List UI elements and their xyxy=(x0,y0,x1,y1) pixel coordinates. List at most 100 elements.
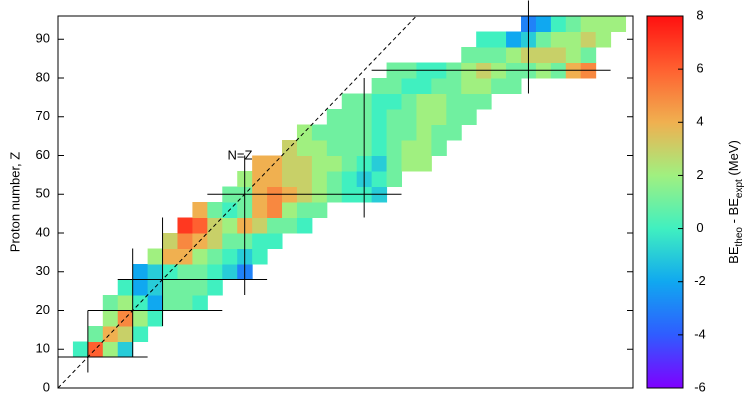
colorbar-tick-label: 8 xyxy=(696,7,703,22)
heatmap-cell xyxy=(326,171,343,187)
heatmap-cell xyxy=(416,140,432,156)
heatmap-cell xyxy=(341,109,358,125)
heatmap-cell xyxy=(282,202,298,218)
heatmap-cell xyxy=(252,202,268,218)
heatmap-cell xyxy=(177,264,193,280)
y-tick-label: 90 xyxy=(36,31,50,46)
heatmap-cell xyxy=(506,47,522,63)
heatmap-cell xyxy=(192,279,208,296)
y-tick-label: 30 xyxy=(36,263,50,278)
heatmap-cell xyxy=(252,155,268,172)
colorbar-label-part: BE xyxy=(726,246,741,264)
heatmap-cell xyxy=(595,31,612,48)
heatmap-cell xyxy=(296,202,313,218)
colorbar-tick-label: -2 xyxy=(694,273,706,288)
heatmap-cell xyxy=(222,264,238,280)
annotation: N=Z xyxy=(228,147,253,162)
heatmap-cell xyxy=(162,233,178,249)
y-tick-label: 60 xyxy=(36,147,50,162)
heatmap-cell xyxy=(162,295,178,311)
heatmap-cell xyxy=(326,124,343,141)
heatmap-cell xyxy=(296,155,313,172)
heatmap-cell xyxy=(282,217,298,234)
heatmap-cell xyxy=(476,31,492,48)
heatmap-cell xyxy=(416,155,432,172)
heatmap-cell xyxy=(192,264,208,280)
y-tick-label: 20 xyxy=(36,302,50,317)
y-axis-label: Proton number, Z xyxy=(7,152,22,252)
heatmap-cell xyxy=(446,124,462,141)
heatmap-cell xyxy=(431,78,447,94)
heatmap-cell xyxy=(132,264,149,280)
heatmap-cell xyxy=(580,31,597,48)
heatmap-cell xyxy=(371,171,388,187)
heatmap-cell xyxy=(267,171,283,187)
heatmap-cell xyxy=(431,124,447,141)
n-equals-z-line xyxy=(57,15,417,389)
heatmap-cell xyxy=(102,310,119,327)
y-tick-label: 0 xyxy=(43,379,50,394)
y-tick-label: 70 xyxy=(36,108,50,123)
heatmap-cell xyxy=(192,217,208,234)
heatmap-cell xyxy=(506,31,522,48)
heatmap-cell xyxy=(267,217,283,234)
heatmap-cell xyxy=(565,47,582,63)
heatmap-cell xyxy=(386,93,403,110)
heatmap-cell xyxy=(117,310,134,327)
heatmap-cell xyxy=(416,93,432,110)
heatmap-cell xyxy=(401,109,417,125)
heatmap-cell xyxy=(565,31,582,48)
heatmap-cell xyxy=(326,109,343,125)
heatmap-cell xyxy=(282,171,298,187)
colorbar-tick-label: 6 xyxy=(696,61,703,76)
heatmap-cell xyxy=(326,155,343,172)
heatmap-cell xyxy=(207,202,223,218)
heatmap-cell xyxy=(311,140,328,156)
heatmap-cell xyxy=(252,248,268,265)
heatmap-cell xyxy=(371,124,388,141)
y-tick-label: 40 xyxy=(36,224,50,239)
heatmap-cell xyxy=(147,295,164,311)
heatmap-cell xyxy=(87,341,104,358)
heatmap-cell xyxy=(102,326,119,342)
heatmap-cell xyxy=(476,93,492,110)
heatmap-cell xyxy=(222,217,238,234)
heatmap-cell xyxy=(595,16,612,32)
heatmap-cell xyxy=(311,155,328,172)
heatmap-cell xyxy=(431,93,447,110)
colorbar-label-part: (MeV) xyxy=(726,140,741,179)
heatmap-cell xyxy=(222,248,238,265)
heatmap-cell xyxy=(296,171,313,187)
heatmap-cell xyxy=(401,124,417,141)
heatmap-cell xyxy=(550,31,567,48)
heatmap-cell xyxy=(341,93,358,110)
heatmap-cell xyxy=(386,78,403,94)
heatmap-cell xyxy=(252,233,268,249)
heatmap-cell xyxy=(401,155,417,172)
heatmap-cell xyxy=(580,47,597,63)
heatmap-cell xyxy=(102,341,119,358)
heatmap-cell xyxy=(252,217,268,234)
heatmap-cell xyxy=(117,326,134,342)
colorbar-tick-label: 2 xyxy=(696,167,703,182)
heatmap-cell xyxy=(192,202,208,218)
heatmap-cell xyxy=(386,124,403,141)
heatmap-cell xyxy=(162,248,178,265)
heatmap-cell xyxy=(431,109,447,125)
heatmap-cell xyxy=(610,16,627,32)
heatmap-cell xyxy=(192,295,208,311)
heatmap-cell xyxy=(296,140,313,156)
heatmap-cell xyxy=(371,140,388,156)
heatmap-cell xyxy=(177,217,193,234)
heatmap-cell xyxy=(461,78,477,94)
heatmap-cell xyxy=(341,171,358,187)
heatmap-cell xyxy=(401,140,417,156)
plot-frame xyxy=(57,15,634,389)
heatmap-cell xyxy=(491,31,507,48)
colorbar-tick-label: 0 xyxy=(696,220,703,235)
heatmap-cell xyxy=(371,93,388,110)
heatmap-cell xyxy=(371,155,388,172)
colorbar-label: BEtheo - BEexpt (MeV) xyxy=(726,140,744,264)
heatmap-cell xyxy=(446,78,462,94)
